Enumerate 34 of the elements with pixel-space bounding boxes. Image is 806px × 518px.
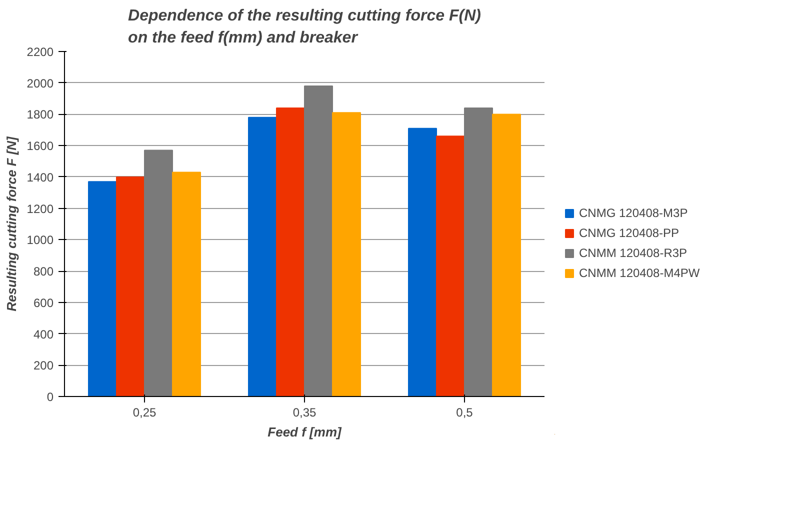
bar — [88, 181, 117, 396]
y-tick-label: 600 — [33, 296, 54, 310]
bar — [116, 176, 145, 396]
bar — [436, 136, 465, 396]
y-tick-label: 2200 — [26, 45, 54, 59]
legend-label: CNMG 120408-M3P — [579, 206, 688, 220]
y-tick-label: 1000 — [26, 233, 54, 248]
bar — [144, 150, 173, 396]
bar — [172, 172, 201, 396]
y-axis-title: Resulting cutting force F [N] — [4, 136, 19, 312]
legend-label: CNMG 120408-PP — [579, 226, 680, 240]
bar — [332, 112, 361, 396]
bar — [304, 86, 333, 396]
y-tick-label: 2000 — [26, 76, 54, 90]
bar — [248, 116, 277, 396]
y-tick-label: 1400 — [26, 170, 54, 184]
bar — [276, 107, 305, 396]
bar — [408, 128, 437, 396]
x-tick-label: 0,5 — [456, 406, 474, 420]
y-tick-label: 0 — [46, 390, 54, 404]
chart-title: Dependence of the resulting cutting force F(N) on the feed f(mm) and breaker — [128, 7, 481, 46]
legend-label: CNMM 120408-R3P — [579, 246, 688, 260]
bar — [464, 107, 493, 396]
legend-label: CNMM 120408-M4PW — [579, 266, 700, 280]
x-axis-title: Feed f [mm] — [268, 424, 342, 440]
y-tick-label: 1800 — [26, 108, 54, 122]
x-tick-label: 0,35 — [292, 406, 317, 420]
x-tick-label: 0,25 — [132, 406, 157, 420]
y-tick-label: 400 — [33, 327, 54, 342]
y-tick-label: 800 — [33, 264, 54, 279]
bar — [492, 114, 521, 396]
y-tick-label: 200 — [33, 358, 54, 373]
y-tick-label: 1600 — [26, 139, 54, 154]
y-tick-label: 1200 — [26, 202, 54, 216]
